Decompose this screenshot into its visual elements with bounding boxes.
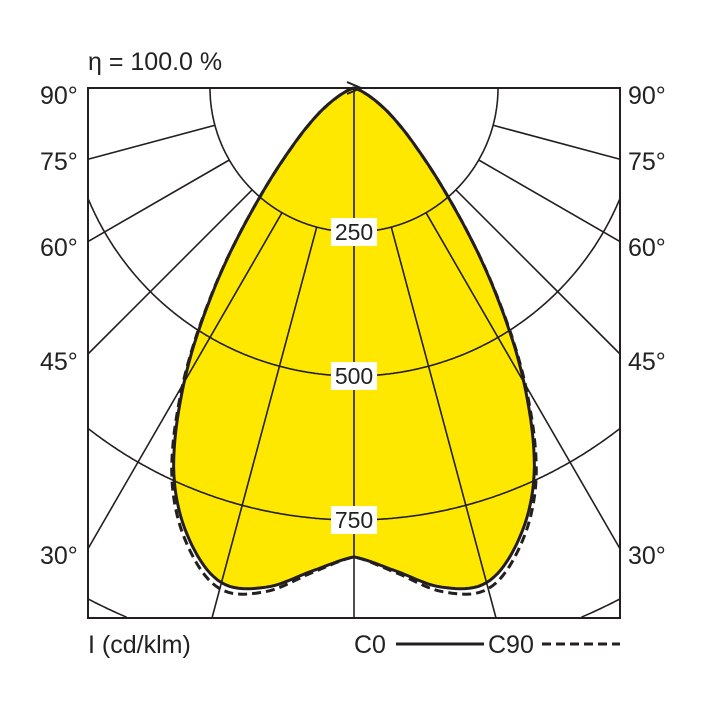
unit-label: I (cd/klm) [88,631,191,659]
radial-label-bg [331,506,377,534]
legend-c90-label: C90 [488,631,534,659]
curves [170,86,538,596]
curve-c0 [172,86,536,591]
angle-label-left-60: 60° [40,234,78,262]
angle-label-right-45: 45° [628,348,666,376]
radial-labels: 250 500 750 [331,218,377,534]
grid [87,88,621,619]
grid-circle-1000 [87,598,621,618]
grid-ray-60 [478,159,621,243]
angle-label-left-45: 45° [40,348,78,376]
radial-label-500: 500 [335,363,373,389]
angle-label-right-30: 30° [628,542,666,570]
angle-label-left-90: 90° [40,82,78,110]
grid-ray-60 [87,159,230,243]
angle-label-right-75: 75° [628,148,666,176]
arrow-icon [346,81,364,95]
grid-ray-75 [87,124,216,161]
angle-label-right-60: 60° [628,234,666,262]
legend-c0-label: C0 [354,631,386,659]
radial-label-250: 250 [335,219,373,245]
angle-label-right-90: 90° [628,82,666,110]
efficiency-title: η = 100.0 % [88,48,222,76]
grid-ray-45 [87,189,253,355]
angle-label-left-30: 30° [40,542,78,570]
grid-ray-75 [492,124,621,161]
radial-label-750: 750 [335,507,373,533]
grid-ray-15 [390,226,497,619]
radial-label-bg [331,218,377,246]
angle-label-left-75: 75° [40,148,78,176]
plot-frame [87,87,621,619]
grid-ray-15 [211,226,318,619]
grid-ray-45 [455,189,621,355]
radial-label-bg [331,362,377,390]
